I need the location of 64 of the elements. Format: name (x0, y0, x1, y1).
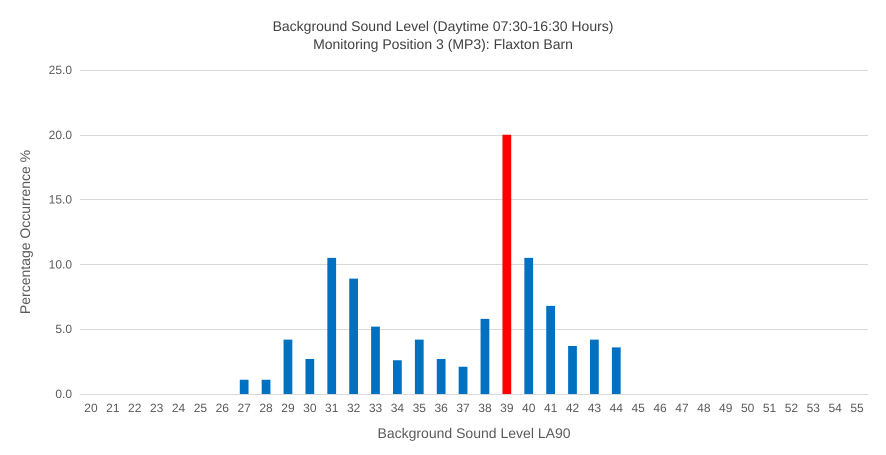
y-tick-label: 25.0 (48, 63, 72, 77)
x-tick-label: 47 (675, 401, 689, 415)
x-tick-label: 26 (216, 401, 230, 415)
bar (349, 278, 358, 394)
bar (436, 359, 446, 394)
x-tick-label: 53 (806, 401, 820, 415)
x-tick-label: 20 (84, 401, 98, 415)
x-tick-label: 51 (762, 401, 776, 415)
y-tick-label: 0.0 (55, 387, 72, 401)
x-tick-label: 54 (828, 401, 842, 415)
x-tick-label: 49 (719, 401, 733, 415)
x-tick-label: 46 (653, 401, 668, 415)
x-tick-label: 39 (500, 401, 514, 415)
x-tick-label: 35 (412, 401, 426, 415)
x-tick-label: 24 (172, 401, 186, 415)
bar (305, 359, 314, 394)
chart-subtitle: Monitoring Position 3 (MP3): Flaxton Barn (313, 36, 573, 52)
x-tick-label: 36 (434, 401, 448, 415)
y-tick-label: 20.0 (48, 128, 72, 142)
x-tick-label: 27 (237, 401, 252, 415)
bar (480, 318, 490, 394)
x-tick-label: 30 (303, 401, 317, 415)
y-tick-label: 10.0 (48, 257, 72, 272)
x-tick-label: 23 (150, 401, 164, 415)
bar (284, 340, 292, 394)
x-tick-label: 21 (106, 401, 120, 415)
bar (590, 340, 599, 394)
bar (546, 306, 555, 394)
x-tick-label: 44 (610, 401, 624, 415)
x-tick-label: 38 (478, 401, 492, 415)
y-tick-label: 15.0 (48, 192, 72, 207)
x-tick-label: 50 (740, 401, 755, 415)
bar (458, 366, 468, 394)
x-tick-label: 22 (128, 401, 142, 415)
bar (393, 360, 402, 394)
bar (502, 134, 512, 394)
x-tick-label: 25 (194, 401, 208, 415)
x-tick-label: 52 (784, 401, 798, 415)
x-tick-label: 33 (368, 401, 382, 415)
bar (327, 258, 336, 394)
x-tick-label: 43 (588, 401, 602, 415)
bar (262, 380, 270, 394)
x-tick-label: 32 (346, 401, 361, 415)
bar (612, 347, 621, 394)
x-axis-title: Background Sound Level LA90 (377, 425, 571, 441)
chart-title: Background Sound Level (Daytime 07:30-16:30 Hours) (272, 18, 614, 34)
x-tick-label: 37 (456, 401, 470, 415)
x-tick-label: 45 (631, 401, 646, 415)
x-tick-label: 31 (325, 401, 339, 415)
bar (568, 346, 577, 394)
x-tick-label: 42 (566, 401, 580, 415)
y-tick-label: 5.0 (55, 322, 72, 336)
x-tick-label: 28 (259, 401, 274, 415)
bar (371, 326, 380, 394)
bar (414, 340, 424, 394)
y-axis-title: Percentage Occurrence % (17, 150, 33, 314)
x-tick-label: 29 (281, 401, 295, 415)
bar (240, 380, 249, 394)
x-tick-label: 41 (544, 401, 558, 415)
bar (524, 258, 534, 394)
x-tick-label: 40 (522, 401, 536, 415)
x-tick-label: 34 (390, 401, 404, 415)
x-tick-label: 48 (697, 401, 711, 415)
x-tick-label: 55 (850, 401, 864, 415)
